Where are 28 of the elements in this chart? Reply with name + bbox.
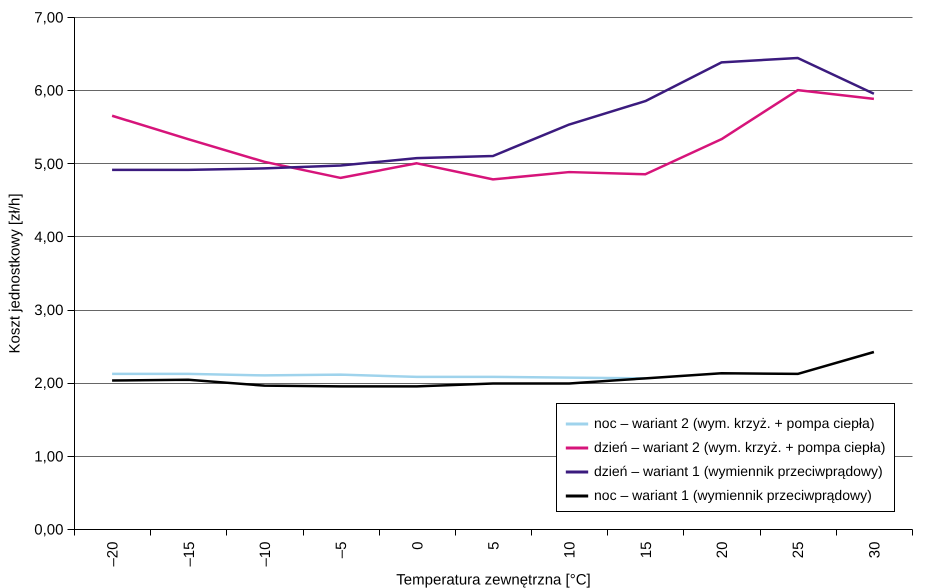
x-tick-label: –5 [333, 542, 350, 558]
legend-label: noc – wariant 2 (wym. krzyż. + pompa ciepła) [594, 415, 874, 431]
y-tick-label: 4,00 [34, 228, 64, 246]
legend-label: dzień – wariant 1 (wymiennik przeciwprądowy) [594, 463, 883, 479]
x-tick-label: 30 [866, 542, 884, 558]
y-tick-label: 7,00 [34, 10, 64, 26]
y-tick-label: 5,00 [34, 156, 64, 173]
y-tick-label: 2,00 [34, 375, 64, 392]
x-tick-label: 20 [714, 542, 732, 558]
x-tick-label: 10 [562, 542, 579, 558]
x-tick-label: –15 [180, 542, 198, 567]
x-tick-label: 25 [790, 542, 808, 558]
y-tick-label: 3,00 [34, 302, 64, 320]
x-tick-label: –20 [104, 542, 122, 567]
x-tick-label: 5 [486, 542, 502, 550]
y-axis-title: Koszt jednostkowy [zł/h] [6, 193, 24, 354]
y-tick-label: 1,00 [34, 448, 64, 466]
x-axis-title: Temperatura zewnętrzna [°C] [396, 572, 591, 588]
legend-label: dzień – wariant 2 (wym. krzyż. + pompa ciepła) [594, 439, 886, 455]
legend-label: noc – wariant 1 (wymiennik przeciwprądowy) [594, 487, 872, 503]
y-tick-label: 0,00 [34, 522, 64, 538]
line-series [110, 88, 876, 181]
x-tick-label: –10 [256, 542, 274, 567]
y-tick-label: 6,00 [34, 82, 64, 100]
line-series [110, 350, 876, 388]
line-series [110, 56, 876, 172]
x-tick-label: 0 [409, 542, 426, 550]
x-tick-label: 15 [638, 542, 655, 558]
